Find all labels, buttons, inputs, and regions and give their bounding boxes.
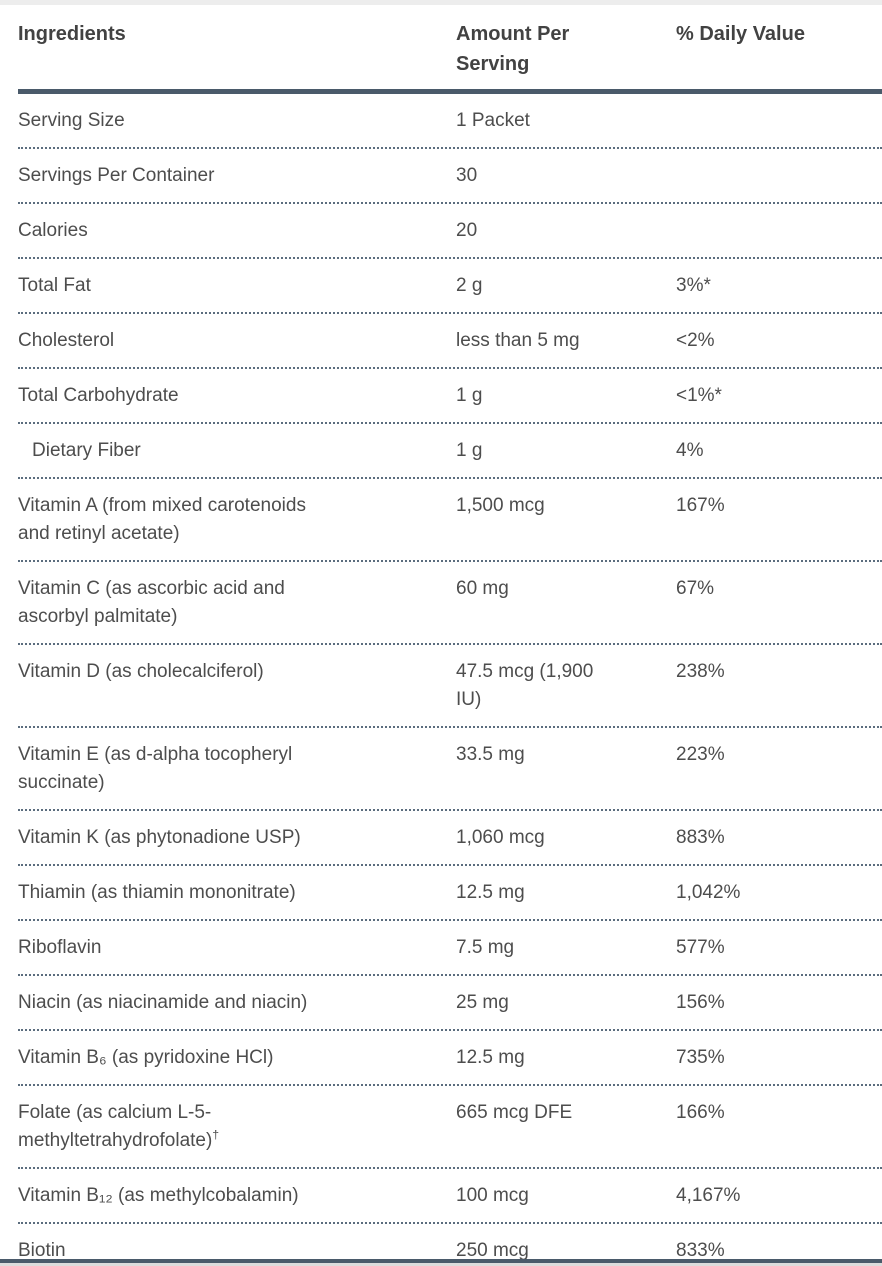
ingredient-name: Vitamin E (as d-alpha tocopheryl succinat… [18,743,293,793]
amount-per-serving-value: 1,060 mcg [456,826,545,848]
daily-value-percent [676,217,882,245]
amount-per-serving-value: 1 g [456,439,483,461]
bottom-border [0,1259,882,1266]
ingredient-name: Vitamin B₆ (as pyridoxine HCl) [18,1046,274,1068]
ingredient-name: Niacin (as niacinamide and niacin) [18,991,308,1013]
daily-value-percent: 223% [676,743,725,765]
amount-per-serving-value: 7.5 mg [456,936,515,958]
dagger-footnote-marker: † [212,1127,220,1142]
daily-value-percent: 167% [676,494,725,516]
table-row-4: Cholesterol less than 5 mg <2% [18,314,882,369]
table-row-3: Total Fat 2 g 3%* [18,259,882,314]
table-row-9: Vitamin D (as cholecalciferol) 47.5 mcg (… [18,645,882,728]
amount-per-serving-value: 47.5 mcg (1,900 IU) [456,660,594,710]
ingredient-name: Serving Size [18,109,125,131]
column-header-daily-value: % Daily Value [676,23,805,45]
ingredients-table: Ingredients Amount Per Serving % Daily Valu… [0,5,882,1266]
daily-value-percent: 166% [676,1101,725,1123]
amount-per-serving-value: 1 Packet [456,109,530,131]
table-row-6: Dietary Fiber 1 g 4% [18,424,882,479]
bottom-rule [0,1259,882,1263]
daily-value-percent: 735% [676,1046,725,1068]
top-border-strip [0,0,882,5]
ingredient-name: Folate (as calcium L-5- methyltetrahydrof… [18,1101,220,1151]
table-row-14: Niacin (as niacinamide and niacin) 25 mg 1… [18,976,882,1031]
amount-per-serving-value: 100 mcg [456,1184,529,1206]
column-header-ingredients: Ingredients [18,23,126,45]
amount-per-serving-value: 12.5 mg [456,1046,525,1068]
ingredient-name: Dietary Fiber [32,439,141,461]
daily-value-percent: 4% [676,439,704,461]
ingredient-name: Vitamin C (as ascorbic acid and ascorbyl … [18,577,285,627]
ingredient-name: Vitamin A (from mixed carotenoids and ret… [18,494,306,544]
amount-per-serving-value: 33.5 mg [456,743,525,765]
daily-value-percent: 67% [676,577,715,599]
amount-per-serving-value: 20 [456,219,478,241]
table-row-17: Vitamin B₁₂ (as methylcobalamin) 100 mcg 4… [18,1169,882,1224]
table-row-11: Vitamin K (as phytonadione USP) 1,060 mcg… [18,811,882,866]
daily-value-percent: <1%* [676,384,722,406]
table-row-7: Vitamin A (from mixed carotenoids and ret… [18,479,882,562]
table-row-16: Folate (as calcium L-5- methyltetrahydrof… [18,1086,882,1169]
ingredient-name: Cholesterol [18,329,115,351]
table-row-8: Vitamin C (as ascorbic acid and ascorbyl … [18,562,882,645]
table-row-2: Calories 20 [18,204,882,259]
daily-value-percent: 4,167% [676,1184,741,1206]
ingredient-name: Total Carbohydrate [18,384,179,406]
daily-value-percent: <2% [676,329,715,351]
ingredient-name: Thiamin (as thiamin mononitrate) [18,881,296,903]
daily-value-percent: 238% [676,660,725,682]
amount-per-serving-value: 25 mg [456,991,509,1013]
ingredient-name: Vitamin K (as phytonadione USP) [18,826,301,848]
amount-per-serving-value: 2 g [456,274,483,296]
table-row-18: Biotin 250 mcg 833% [18,1224,882,1266]
daily-value-percent: 3%* [676,274,711,296]
ingredient-name: Total Fat [18,274,91,296]
amount-per-serving-value: 30 [456,164,478,186]
table-header-row: Ingredients Amount Per Serving % Daily Valu… [18,5,882,94]
amount-per-serving-value: 665 mcg DFE [456,1101,573,1123]
daily-value-percent [676,107,882,135]
daily-value-percent: 577% [676,936,725,958]
amount-per-serving-value: 12.5 mg [456,881,525,903]
ingredient-name: Biotin [18,1239,66,1261]
ingredient-name: Servings Per Container [18,164,215,186]
amount-per-serving-value: 1 g [456,384,483,406]
daily-value-percent: 156% [676,991,725,1013]
ingredient-name: Vitamin D (as cholecalciferol) [18,660,264,682]
amount-per-serving-value: 1,500 mcg [456,494,545,516]
amount-per-serving-value: less than 5 mg [456,329,580,351]
table-row-15: Vitamin B₆ (as pyridoxine HCl) 12.5 mg 735… [18,1031,882,1086]
table-row-13: Riboflavin 7.5 mg 577% [18,921,882,976]
daily-value-percent: 1,042% [676,881,741,903]
amount-per-serving-value: 60 mg [456,577,509,599]
table-row-10: Vitamin E (as d-alpha tocopheryl succinat… [18,728,882,811]
table-row-5: Total Carbohydrate 1 g <1%* [18,369,882,424]
amount-per-serving-value: 250 mcg [456,1239,529,1261]
ingredient-name: Riboflavin [18,936,102,958]
daily-value-percent: 833% [676,1239,725,1261]
column-header-amount-per-serving: Amount Per Serving [456,23,570,75]
table-row-12: Thiamin (as thiamin mononitrate) 12.5 mg 1… [18,866,882,921]
ingredient-name: Vitamin B₁₂ (as methylcobalamin) [18,1184,299,1206]
table-row-1: Servings Per Container 30 [18,149,882,204]
table-row-0: Serving Size 1 Packet [18,94,882,149]
table-body: Serving Size 1 Packet Servings Per Contain… [18,94,882,1266]
ingredient-name: Calories [18,219,88,241]
daily-value-percent: 883% [676,826,725,848]
daily-value-percent [676,162,882,190]
bottom-strip [0,1263,882,1266]
